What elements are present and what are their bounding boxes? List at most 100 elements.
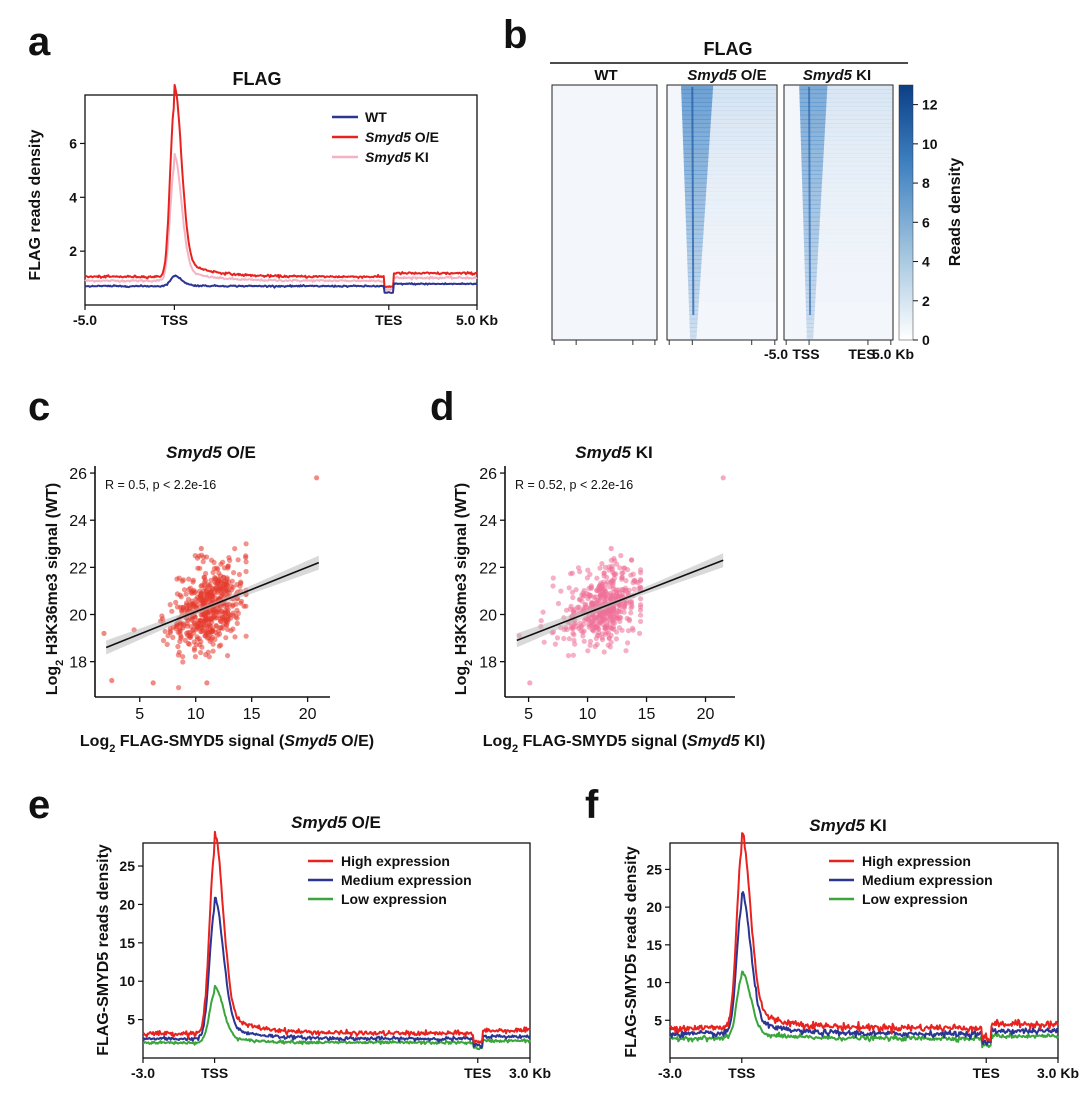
heatmap-wash-row xyxy=(708,153,776,158)
heatmap-band-row xyxy=(684,174,708,180)
scatter-point xyxy=(226,587,232,593)
heatmap-band-row xyxy=(689,323,698,328)
heatmap-wash-row xyxy=(821,187,892,192)
panel-d: Smyd5 KI R = 0.52, p < 2.2e-16 Log2 H3K3… xyxy=(453,443,765,755)
scatter-point xyxy=(577,620,583,626)
heatmap-band-row xyxy=(801,148,824,154)
heatmap-wash-row xyxy=(817,272,892,277)
heatmap-wash-row xyxy=(823,157,892,163)
scatter-point xyxy=(181,621,187,627)
scatter-point xyxy=(611,555,617,562)
scatter-point xyxy=(198,649,204,656)
x-tick-label: -3.0 xyxy=(658,1065,682,1081)
heatmap-wash-row xyxy=(705,199,776,205)
heatmap-wash-row xyxy=(826,102,892,107)
scatter-point xyxy=(216,570,222,576)
y-tick-label: 20 xyxy=(646,899,662,915)
heatmap-band-row xyxy=(686,225,704,231)
panel-label-c: c xyxy=(28,385,50,429)
heatmap-x-tick-label: TSS xyxy=(792,346,819,362)
y-tick-label: 22 xyxy=(69,560,87,577)
heatmap-wash-row xyxy=(824,131,892,137)
scatter-point xyxy=(638,577,644,583)
heatmap-band-row xyxy=(682,123,711,129)
heatmap-band-row xyxy=(803,229,820,235)
scatter-point xyxy=(602,585,608,591)
scatter-point xyxy=(225,609,231,615)
scatter-point xyxy=(619,587,625,593)
series-line-wt xyxy=(84,274,478,294)
scatter-point xyxy=(621,609,627,615)
heatmap-band-row xyxy=(799,93,827,99)
scatter-point xyxy=(611,571,617,577)
heatmap-band-row xyxy=(800,110,826,116)
scatter-point xyxy=(580,633,586,639)
heatmap-wash-row xyxy=(707,165,776,171)
heatmap-band-row xyxy=(686,246,703,252)
scatter-point xyxy=(609,611,616,617)
scatter-point xyxy=(191,626,197,632)
scatter-point xyxy=(614,561,620,567)
heatmap-wash-row xyxy=(818,255,892,260)
scatter-point-outlier xyxy=(608,545,614,552)
scatter-point xyxy=(603,581,609,587)
heatmap-band-row xyxy=(806,323,814,328)
scatter-point xyxy=(602,564,609,571)
heatmap-band-row xyxy=(687,263,702,269)
y-tick-label: 10 xyxy=(119,973,135,989)
scatter-point xyxy=(555,600,562,607)
scatter-point xyxy=(594,575,600,581)
heatmap-band-row xyxy=(683,148,709,154)
x-tick-label: 15 xyxy=(638,706,656,723)
heatmap-band-row xyxy=(687,276,701,282)
scatter-point xyxy=(609,625,616,631)
heatmap-wash-row xyxy=(706,178,776,184)
scatter-point xyxy=(201,599,207,605)
scatter-point xyxy=(638,596,644,602)
heatmap-wash-row xyxy=(703,233,776,239)
heatmap-wash-row xyxy=(703,242,776,247)
heatmap-band-row xyxy=(683,165,708,171)
panel-a-legend: WT Smyd5 O/E Smyd5 KI xyxy=(332,109,439,165)
heatmap-wash-row xyxy=(700,289,776,294)
heatmap-band-row xyxy=(686,233,704,239)
heatmap-wash-row xyxy=(704,216,776,222)
legend-label-high: High expression xyxy=(341,853,450,869)
scatter-point xyxy=(230,626,236,632)
scatter-point xyxy=(601,649,607,655)
scatter-point xyxy=(541,639,547,645)
y-tick-label: 6 xyxy=(69,135,77,151)
scatter-point xyxy=(176,685,182,691)
scatter-point xyxy=(192,553,198,559)
scatter-point xyxy=(167,630,173,636)
heatmap-band-row xyxy=(800,136,825,141)
heatmap-wash-row xyxy=(709,136,776,141)
panel-a-series: 2 4 6 -5.0 TSS TES 5.0 Kb xyxy=(69,83,498,328)
scatter-point xyxy=(188,633,194,639)
scatter-point xyxy=(243,559,249,565)
scatter-point xyxy=(582,602,588,608)
scatter-point xyxy=(181,587,188,593)
y-tick-label: 26 xyxy=(69,466,87,483)
scatter-point xyxy=(587,571,593,577)
scatter-point xyxy=(629,557,635,563)
scatter-point xyxy=(637,630,643,637)
heatmap-band-row xyxy=(803,238,819,243)
heatmap-wash-row xyxy=(824,127,892,133)
heatmap-band-row xyxy=(804,250,818,256)
heatmap-band-row xyxy=(689,318,698,324)
heatmap-band-row xyxy=(685,204,706,209)
colorbar-tick-label: 4 xyxy=(922,254,930,270)
heatmap-wash-row xyxy=(824,136,892,141)
scatter-point xyxy=(594,588,600,594)
scatter-point xyxy=(186,641,192,647)
heatmap-band-row xyxy=(804,259,818,265)
scatter-point xyxy=(593,600,599,606)
heatmap-wash-row xyxy=(702,259,776,264)
scatter-point xyxy=(195,565,201,571)
heatmap-wash-row xyxy=(710,119,776,124)
heatmap-wash-row xyxy=(818,242,892,247)
scatter-point xyxy=(215,628,222,634)
heatmap-wash-row xyxy=(823,153,892,158)
panel-d-stat: R = 0.52, p < 2.2e-16 xyxy=(515,478,633,492)
